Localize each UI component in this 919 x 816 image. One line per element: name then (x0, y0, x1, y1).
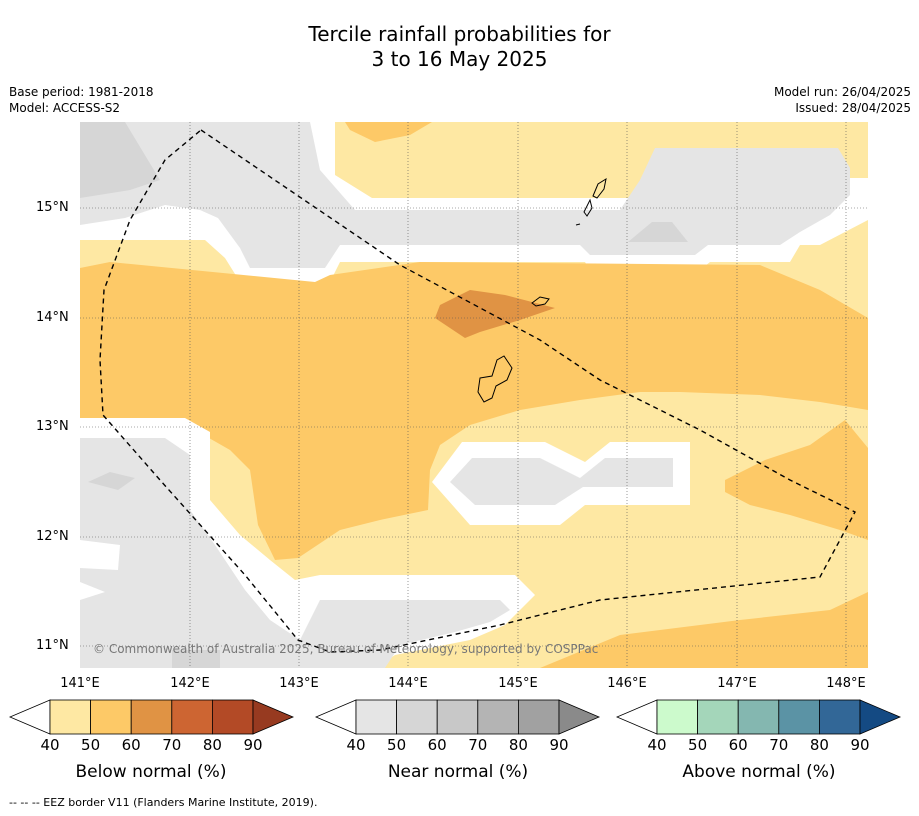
colorbar-tick-label: 40 (346, 736, 366, 754)
lon-label-144e: 144°E (388, 676, 428, 691)
guam-island (477, 355, 513, 403)
issued-text: Issued: 28/04/2025 (795, 101, 911, 115)
colorbar-segment (819, 699, 861, 735)
near-normal-50-60-south-patch (88, 472, 135, 490)
page-title: Tercile rainfall probabilities for 3 to … (0, 22, 919, 72)
colorbar-tick-label: 80 (202, 736, 222, 754)
title-line-2: 3 to 16 May 2025 (371, 47, 548, 71)
lon-label-143e: 143°E (279, 676, 319, 691)
lat-label-15n: 15°N (36, 200, 69, 215)
lon-label-147e: 147°E (717, 676, 757, 691)
colorbar-tick-label: 40 (647, 736, 667, 754)
colorbar-segment (355, 699, 397, 735)
near-normal-50-60-south-patch-2 (172, 650, 220, 668)
colorbars (8, 699, 902, 735)
colorbar-tick-label: 90 (850, 736, 870, 754)
lat-label-14n: 14°N (36, 310, 69, 325)
colorbar-segment (697, 699, 739, 735)
colorbar-segment (778, 699, 820, 735)
colorbar-right-extension (558, 699, 601, 735)
colorbar-segment (656, 699, 698, 735)
near-normal-white-strip-south-2 (80, 582, 105, 600)
colorbar-tick-label: 70 (162, 736, 182, 754)
meta-right: Model run: 26/04/2025 Issued: 28/04/2025 (774, 84, 911, 116)
colorbar-title-near-normal: Near normal (%) (387, 762, 529, 782)
near-normal-40-50-south (80, 438, 510, 668)
lon-label-148e: 148°E (826, 676, 866, 691)
colorbar-tick-label: 70 (468, 736, 488, 754)
near-normal-white-strip-south (80, 540, 120, 570)
colorbar-segment (737, 699, 780, 735)
colorbar-segment (211, 699, 254, 735)
colorbar-segment (49, 699, 91, 735)
eez-border (99, 129, 856, 653)
below-normal-60-70-patch (435, 290, 555, 338)
colorbar-tick-label: 40 (40, 736, 60, 754)
lat-label-12n: 12°N (36, 529, 69, 544)
colorbar-tick-label: 50 (81, 736, 101, 754)
title-line-1: Tercile rainfall probabilities for (308, 22, 611, 46)
colorbar-above-normal (615, 699, 902, 735)
near-normal-50-60-north-east (628, 222, 688, 242)
colorbar-tick-label: 80 (809, 736, 829, 754)
colorbar-tick-label: 80 (508, 736, 528, 754)
colorbar-near-normal (314, 699, 601, 735)
colorbar-segment (130, 699, 173, 735)
colorbar-tick-label: 90 (549, 736, 569, 754)
near-normal-40-50-centre (450, 458, 673, 505)
colorbar-segment (90, 699, 132, 735)
colorbar-segment (396, 699, 438, 735)
rota-island (531, 296, 550, 307)
colorbar-tick-label: 60 (427, 736, 447, 754)
base-period-text: Base period: 1981-2018 (9, 85, 154, 99)
colorbar-tick-label: 60 (728, 736, 748, 754)
colorbar-tick-label: 90 (243, 736, 263, 754)
meta-left: Base period: 1981-2018 Model: ACCESS-S2 (9, 84, 154, 116)
colorbar-left-extension (314, 699, 357, 735)
below-normal-50-60-north (345, 122, 432, 142)
colorbar-tick-label: 50 (387, 736, 407, 754)
near-normal-50-60-north-west (80, 122, 160, 198)
colorbar-segment (518, 699, 560, 735)
colorbar-left-extension (8, 699, 51, 735)
lon-label-146e: 146°E (607, 676, 647, 691)
colorbar-right-extension (252, 699, 295, 735)
lat-label-13n: 13°N (36, 419, 69, 434)
model-run-text: Model run: 26/04/2025 (773, 85, 911, 99)
tinian-island (583, 198, 593, 217)
colorbar-tick-label: 70 (769, 736, 789, 754)
colorbar-below-normal (8, 699, 295, 735)
lon-label-145e: 145°E (498, 676, 538, 691)
colorbar-right-extension (859, 699, 902, 735)
colorbar-title-below-normal: Below normal (%) (75, 762, 227, 782)
below-normal-50-60-southeast (725, 420, 868, 540)
eez-footnote: -- -- -- EEZ border V11 (Flanders Marine… (9, 796, 318, 809)
lat-label-11n: 11°N (36, 638, 69, 653)
saipan-island (592, 177, 607, 199)
colorbar-tick-label: 50 (688, 736, 708, 754)
lon-label-141e: 141°E (60, 676, 100, 691)
colorbar-title-above-normal: Above normal (%) (682, 762, 836, 782)
aguijan-island (575, 223, 581, 226)
below-normal-50-60-south (540, 592, 868, 668)
graticule (80, 122, 868, 668)
lon-label-142e: 142°E (170, 676, 210, 691)
colorbar-segment (477, 699, 519, 735)
colorbar-segment (171, 699, 213, 735)
colorbar-tick-label: 60 (121, 736, 141, 754)
colorbar-segment (436, 699, 479, 735)
below-normal-50-60-band (80, 262, 868, 560)
probability-field (80, 122, 868, 668)
copyright-notice: © Commonwealth of Australia 2025, Bureau… (93, 642, 599, 656)
model-text: Model: ACCESS-S2 (9, 101, 121, 115)
forecast-map (80, 122, 868, 668)
colorbar-left-extension (615, 699, 658, 735)
